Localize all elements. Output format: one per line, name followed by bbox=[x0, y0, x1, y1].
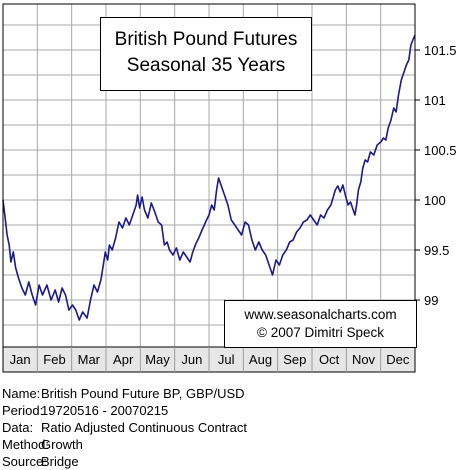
axes: Jan Feb Mar Apr May Jun Jul Aug Sep Oct Nov Dec 99 99… bbox=[2, 3, 457, 373]
meta-key: Name: bbox=[2, 386, 41, 401]
series-line bbox=[2, 34, 416, 321]
series-layer bbox=[2, 34, 416, 321]
chart-title: British Pound Futures bbox=[114, 29, 298, 50]
y-tick-label: 99 bbox=[424, 293, 438, 308]
meta-row-data: Data: Ratio Adjusted Continuous Contract bbox=[0, 419, 474, 436]
x-tick-label: Dec bbox=[386, 352, 410, 367]
x-tick-label: Apr bbox=[113, 352, 134, 367]
x-tick-label: Mar bbox=[78, 352, 101, 367]
meta-row-period: Period: 19720516 - 20070215 bbox=[0, 402, 474, 419]
y-tick-label: 100 bbox=[424, 193, 446, 208]
y-tick-label: 99.5 bbox=[424, 243, 449, 258]
x-tick-label: Oct bbox=[319, 352, 340, 367]
x-tick-label: Sep bbox=[283, 352, 306, 367]
meta-row-name: Name: British Pound Future BP, GBP/USD bbox=[0, 385, 474, 402]
x-tick-label: Jun bbox=[181, 352, 202, 367]
chart-subtitle: Seasonal 35 Years bbox=[126, 55, 286, 76]
credit-website: www.seasonalcharts.com bbox=[244, 307, 397, 322]
x-tick-label: Aug bbox=[249, 352, 272, 367]
meta-row-method: Method: Growth bbox=[0, 436, 474, 453]
credit-box: www.seasonalcharts.com © 2007 Dimitri Sp… bbox=[224, 300, 417, 348]
meta-value: Ratio Adjusted Continuous Contract bbox=[41, 420, 247, 435]
credit-copyright: © 2007 Dimitri Speck bbox=[257, 325, 384, 340]
metadata-block: Name: British Pound Future BP, GBP/USD P… bbox=[0, 385, 474, 470]
meta-value: 19720516 - 20070215 bbox=[41, 403, 169, 418]
y-tick-label: 101.5 bbox=[424, 43, 457, 58]
x-tick-label: Jan bbox=[10, 352, 31, 367]
meta-key: Data: bbox=[2, 420, 34, 435]
chart-title-box: British Pound Futures Seasonal 35 Years bbox=[100, 17, 312, 91]
meta-value: British Pound Future BP, GBP/USD bbox=[41, 386, 245, 401]
y-tick-label: 101 bbox=[424, 93, 446, 108]
meta-key: Period: bbox=[2, 403, 44, 418]
meta-key: Method: bbox=[2, 437, 49, 452]
x-tick-label: Feb bbox=[43, 352, 65, 367]
y-tick-label: 100.5 bbox=[424, 143, 457, 158]
x-tick-label: Nov bbox=[352, 352, 376, 367]
meta-value: Growth bbox=[41, 437, 83, 452]
x-tick-label: Jul bbox=[218, 352, 235, 367]
x-tick-label: May bbox=[145, 352, 170, 367]
